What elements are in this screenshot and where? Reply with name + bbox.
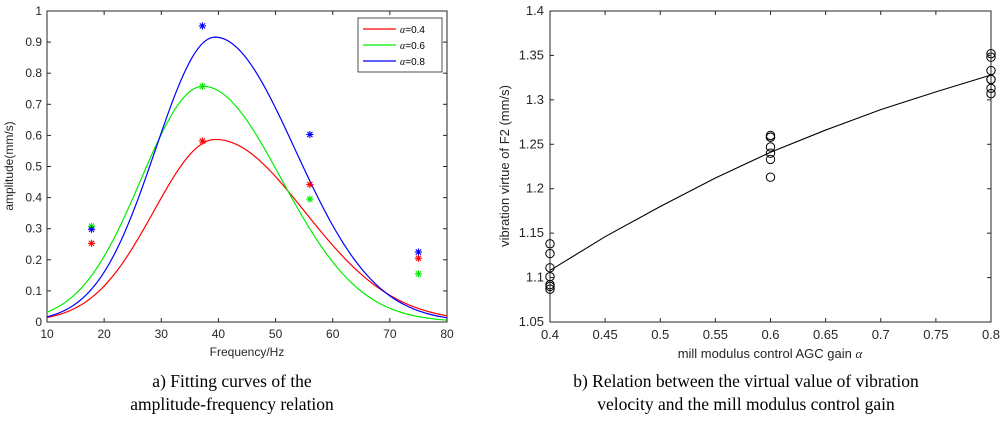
chart-b-markers bbox=[545, 48, 996, 294]
chart-a-x-tick-label: 20 bbox=[97, 327, 111, 341]
chart-a-y-tick-label: 0.3 bbox=[25, 222, 42, 236]
chart-a-caption-line-1: a) Fitting curves of the bbox=[152, 371, 312, 391]
chart-b-y-tick-label: 1.05 bbox=[519, 314, 544, 329]
chart-a-data-point bbox=[87, 225, 96, 233]
chart-b-x-tick-label: 0.6 bbox=[761, 327, 779, 342]
chart-a-series-line bbox=[46, 36, 448, 319]
chart-b-y-tick-label: 1.3 bbox=[526, 92, 544, 107]
chart-b-y-tick-label: 1.4 bbox=[526, 3, 544, 18]
chart-a-data-point bbox=[198, 137, 207, 145]
chart-a-data-point bbox=[198, 22, 207, 30]
chart-b-data-point bbox=[545, 239, 555, 249]
chart-a-x-axis-label: Frequency/Hz bbox=[210, 345, 285, 359]
chart-b-x-ticks: 0.4 0.45 0.5 0.55 0.6 0.65 0.7 0.75 0.8 bbox=[541, 11, 1000, 342]
chart-a-x-tick-label: 50 bbox=[269, 327, 283, 341]
chart-a-data-point bbox=[87, 239, 96, 247]
chart-b-x-tick-label: 0.7 bbox=[872, 327, 890, 342]
chart-a-data-point bbox=[198, 82, 207, 90]
chart-a-x-tick-label: 80 bbox=[440, 327, 454, 341]
chart-b-x-tick-label: 0.5 bbox=[651, 327, 669, 342]
chart-b-data-point bbox=[986, 48, 996, 59]
chart-b-y-axis-label: vibration virtue of F2 (mm/s) bbox=[497, 85, 512, 247]
chart-b-y-tick-label: 1.15 bbox=[519, 225, 544, 240]
chart-b-y-tick-label: 1.35 bbox=[519, 47, 544, 62]
chart-b-data-point bbox=[765, 172, 776, 182]
chart-b-data-point bbox=[765, 142, 776, 152]
chart-a-x-tick-label: 40 bbox=[212, 327, 226, 341]
chart-a-series-line bbox=[46, 85, 448, 321]
chart-b-data-point bbox=[545, 248, 555, 259]
chart-a-legend: α=0.4 α=0.6 α=0.8 bbox=[357, 17, 443, 73]
chart-a-y-tick-label: 0.7 bbox=[25, 97, 42, 111]
chart-b-x-axis-label: mill modulus control AGC gain α bbox=[678, 346, 864, 361]
chart-b-x-tick-label: 0.45 bbox=[592, 327, 617, 342]
chart-b-x-tick-label: 0.65 bbox=[813, 327, 838, 342]
chart-b-x-tick-label: 0.55 bbox=[703, 327, 728, 342]
chart-b-data-point bbox=[545, 284, 555, 294]
chart-a-y-tick-label: 0.5 bbox=[25, 160, 42, 174]
chart-a-data-point bbox=[306, 180, 314, 189]
chart-a-y-tick-label: 0 bbox=[35, 315, 42, 329]
chart-a-data-point bbox=[306, 195, 314, 203]
chart-a-series-line bbox=[46, 138, 448, 319]
chart-b-fit-curve bbox=[549, 74, 992, 271]
chart-a-y-tick-label: 0.9 bbox=[25, 35, 42, 49]
chart-a-y-axis-label: amplitude(mm/s) bbox=[2, 121, 16, 210]
chart-b-y-ticks: 1.05 1.1 1.15 1.2 1.25 1.3 1.35 1.4 bbox=[519, 3, 991, 329]
chart-b-caption-line-1: b) Relation between the virtual value of… bbox=[573, 371, 919, 391]
chart-b: 0.4 0.45 0.5 0.55 0.6 0.65 0.7 0.75 0.8 1.051.11… bbox=[497, 3, 1000, 414]
chart-a-y-tick-label: 0.6 bbox=[25, 128, 42, 142]
chart-a-data-point bbox=[414, 254, 423, 262]
chart-a-x-tick-label: 60 bbox=[326, 327, 340, 341]
chart-a-legend-label: α=0.8 bbox=[400, 57, 425, 68]
chart-b-data-point bbox=[986, 74, 996, 85]
chart-a-legend-label: α=0.6 bbox=[400, 41, 425, 52]
chart-a-x-ticks: 10 20 30 40 50 60 70 80 bbox=[40, 11, 454, 341]
chart-a-y-ticks: 0 0.1 0.2 0.3 0.4 0.5 0.6 0.7 0.8 0.9 1 bbox=[25, 4, 447, 329]
chart-a: 10 20 30 40 50 60 70 80 00.10.20.30.40.50.60.70… bbox=[2, 4, 454, 414]
chart-b-y-tick-label: 1.2 bbox=[526, 181, 544, 196]
chart-b-fit-line bbox=[549, 74, 992, 271]
chart-b-data-point bbox=[765, 132, 776, 142]
chart-b-data-point bbox=[986, 88, 996, 99]
chart-b-y-tick-label: 1.1 bbox=[526, 270, 544, 285]
chart-a-x-tick-label: 30 bbox=[155, 327, 169, 341]
chart-a-curves bbox=[46, 36, 448, 321]
chart-a-y-tick-label: 0.8 bbox=[25, 66, 42, 80]
chart-b-data-point bbox=[545, 279, 555, 290]
chart-b-x-tick-label: 0.8 bbox=[982, 327, 1000, 342]
chart-a-y-tick-label: 1 bbox=[35, 4, 42, 18]
chart-b-x-tick-label: 0.75 bbox=[923, 327, 948, 342]
chart-a-data-point bbox=[414, 248, 423, 256]
chart-a-legend-label: α=0.4 bbox=[400, 25, 425, 36]
chart-b-data-point bbox=[765, 154, 776, 165]
chart-a-data-point bbox=[414, 270, 423, 278]
chart-a-y-tick-label: 0.1 bbox=[25, 284, 42, 298]
chart-a-y-tick-label: 0.4 bbox=[25, 191, 42, 205]
chart-a-caption-line-2: amplitude-frequency relation bbox=[130, 394, 334, 414]
chart-a-data-point bbox=[306, 130, 314, 139]
chart-b-plot-area bbox=[549, 10, 992, 323]
chart-b-y-tick-label: 1.25 bbox=[519, 136, 544, 151]
chart-a-y-tick-label: 0.2 bbox=[25, 253, 42, 267]
chart-a-markers bbox=[87, 22, 423, 278]
chart-b-x-tick-label: 0.4 bbox=[541, 327, 559, 342]
chart-b-data-point bbox=[986, 52, 996, 62]
chart-a-x-tick-label: 10 bbox=[40, 327, 54, 341]
chart-a-x-tick-label: 70 bbox=[383, 327, 397, 341]
chart-b-caption-line-2: velocity and the mill modulus control ga… bbox=[597, 394, 895, 414]
chart-b-data-point bbox=[765, 148, 776, 158]
